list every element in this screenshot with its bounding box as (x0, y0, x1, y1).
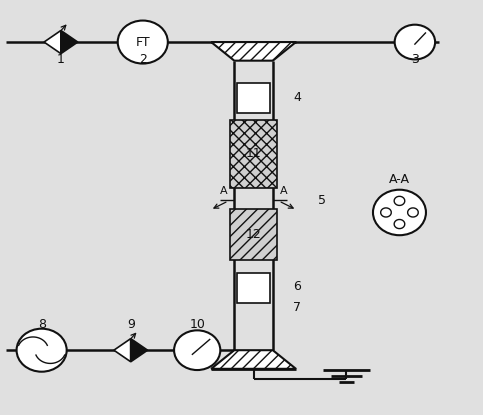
Text: 1: 1 (57, 53, 65, 66)
Circle shape (373, 190, 426, 235)
Text: A: A (220, 186, 227, 196)
Text: 7: 7 (293, 301, 301, 314)
Polygon shape (211, 350, 296, 369)
Circle shape (16, 329, 67, 372)
Bar (237, 273, 270, 303)
Circle shape (118, 21, 168, 63)
Text: 11: 11 (246, 147, 261, 160)
Bar (230, 120, 277, 188)
Circle shape (395, 24, 435, 59)
Text: FT: FT (135, 36, 150, 49)
Polygon shape (211, 42, 296, 61)
Text: 6: 6 (293, 281, 301, 293)
Text: 4: 4 (293, 91, 301, 105)
Text: 5: 5 (318, 193, 327, 207)
Polygon shape (61, 30, 78, 54)
Polygon shape (131, 339, 148, 362)
Text: A: A (280, 186, 287, 196)
Text: 9: 9 (127, 317, 135, 331)
Text: 8: 8 (38, 317, 45, 331)
Bar (230, 209, 277, 260)
Circle shape (174, 330, 220, 370)
Text: A-A: A-A (389, 173, 410, 186)
Bar (237, 83, 270, 113)
Polygon shape (44, 30, 61, 54)
Text: 2: 2 (139, 53, 147, 66)
Text: 10: 10 (189, 317, 205, 331)
Text: 12: 12 (246, 228, 261, 241)
Text: 3: 3 (411, 53, 419, 66)
Polygon shape (114, 339, 131, 362)
